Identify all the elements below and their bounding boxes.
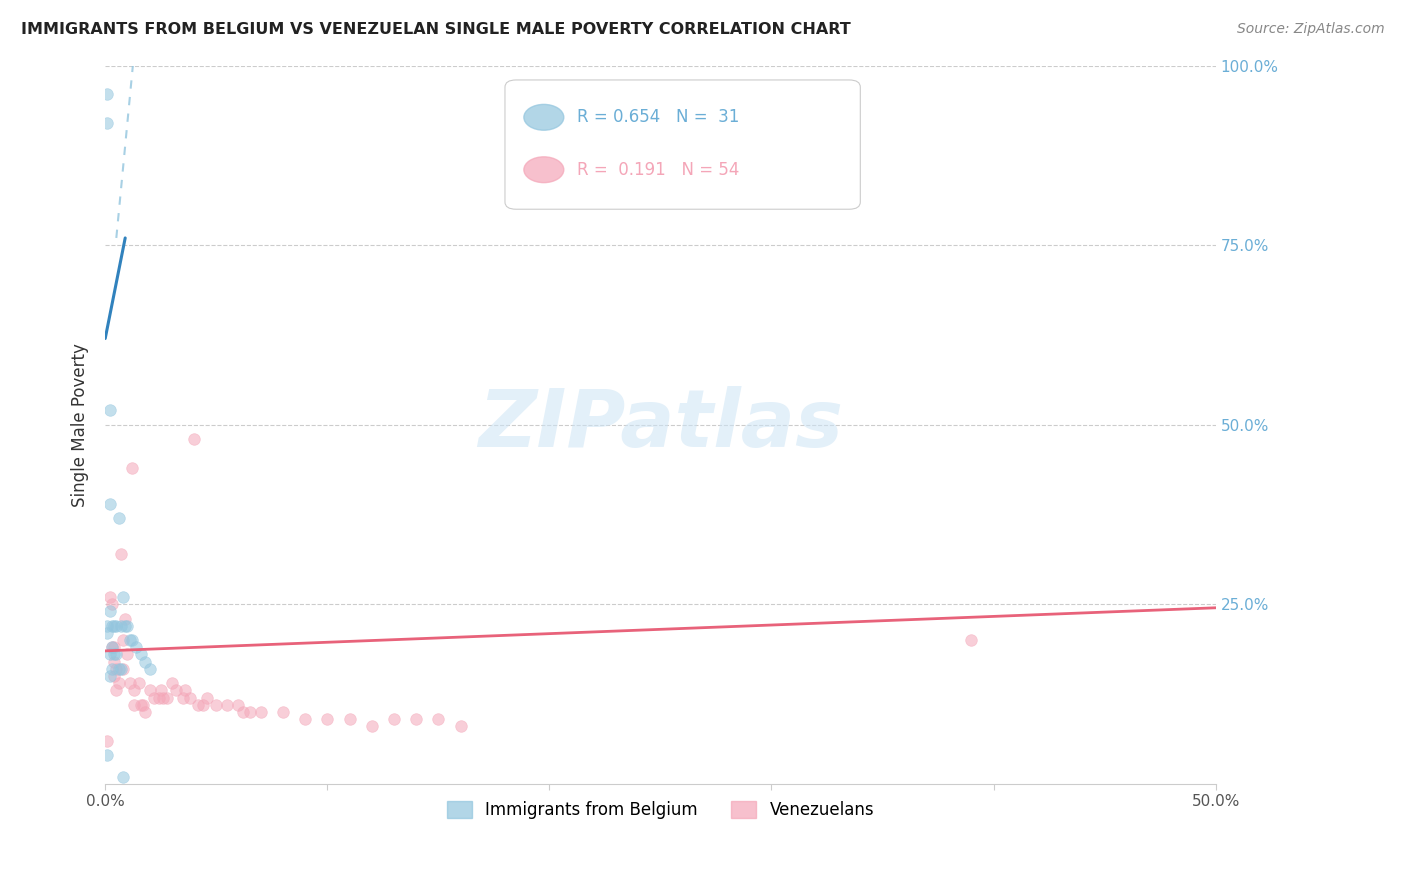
Point [152,690,174,705]
Point [121,460,143,475]
Point [405,712,427,726]
Point [143,690,166,705]
Text: Source: ZipAtlas.com: Source: ZipAtlas.com [1237,22,1385,37]
Point [316,712,339,726]
Point [118,676,141,690]
Point [174,683,197,698]
Circle shape [524,157,564,183]
Point [191,698,214,712]
Point [134,705,156,719]
Point [149,683,172,698]
Text: R =  0.191   N = 54: R = 0.191 N = 54 [576,161,740,178]
Point [183,432,205,446]
Point [128,676,150,690]
Point [101,640,124,655]
Point [129,698,152,712]
Point [111,633,134,648]
Point [228,698,250,712]
Point [103,655,125,669]
Point [165,683,187,698]
Point [103,640,125,655]
Text: R = 0.654   N =  31: R = 0.654 N = 31 [576,108,740,127]
Point [107,511,129,525]
Point [96,626,118,640]
Text: ZIPatlas: ZIPatlas [478,385,844,464]
Point [96,747,118,762]
Point [105,662,128,676]
Point [121,633,143,648]
Point [122,698,145,712]
Point [172,690,194,705]
Point [156,690,179,705]
Point [110,619,132,633]
Point [118,633,141,648]
Point [339,712,361,726]
Point [96,87,118,102]
Point [271,705,294,719]
Point [205,698,228,712]
Point [114,611,136,625]
Point [111,770,134,784]
Point [101,619,124,633]
Text: IMMIGRANTS FROM BELGIUM VS VENEZUELAN SINGLE MALE POVERTY CORRELATION CHART: IMMIGRANTS FROM BELGIUM VS VENEZUELAN SI… [21,22,851,37]
Point [294,712,316,726]
Point [111,590,134,604]
Point [148,690,170,705]
Point [101,640,124,655]
Point [110,547,132,561]
Point [107,676,129,690]
Point [101,662,124,676]
Point [129,648,152,662]
Point [239,705,262,719]
Point [103,669,125,683]
Point [450,719,472,733]
Point [110,662,132,676]
Point [138,683,160,698]
Point [138,662,160,676]
Point [114,619,136,633]
Point [98,648,121,662]
Point [117,619,139,633]
Point [103,619,125,633]
Legend: Immigrants from Belgium, Venezuelans: Immigrants from Belgium, Venezuelans [440,794,880,826]
Point [249,705,271,719]
Point [232,705,254,719]
Point [98,497,121,511]
Point [101,597,124,611]
Point [105,683,128,698]
Y-axis label: Single Male Poverty: Single Male Poverty [72,343,89,507]
Point [105,648,128,662]
Point [96,619,118,633]
Point [427,712,450,726]
Point [98,590,121,604]
Point [111,662,134,676]
Point [132,698,155,712]
Point [117,648,139,662]
Point [382,712,405,726]
Point [103,648,125,662]
Point [217,698,239,712]
Point [122,683,145,698]
Point [179,690,201,705]
Point [134,655,156,669]
Point [107,662,129,676]
Point [960,633,983,648]
Point [195,690,218,705]
Point [105,619,128,633]
Point [360,719,382,733]
Point [98,669,121,683]
Circle shape [524,104,564,130]
Point [125,640,148,655]
Point [96,116,118,130]
Point [98,403,121,417]
Point [160,676,183,690]
Point [98,604,121,618]
Point [96,733,118,747]
FancyBboxPatch shape [505,80,860,210]
Point [187,698,209,712]
